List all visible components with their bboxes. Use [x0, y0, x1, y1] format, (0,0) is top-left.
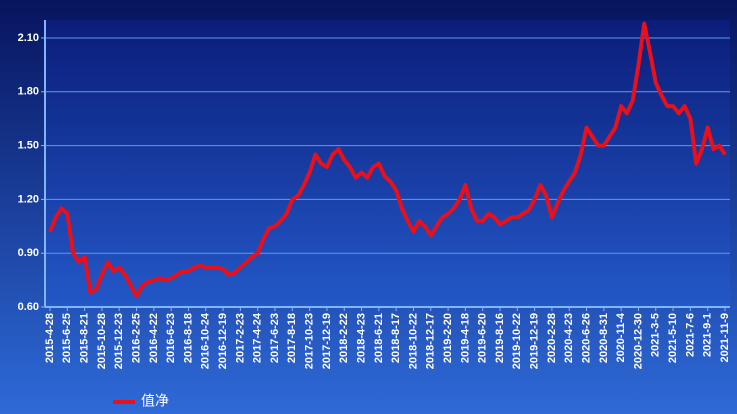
x-tick-label: 2019-10-22	[511, 313, 523, 369]
x-tick-label: 2016-10-24	[200, 312, 212, 369]
x-tick-label: 2019-12-19	[529, 313, 541, 369]
x-tick-label: 2017-2-23	[234, 313, 246, 363]
x-tick-label: 2018-6-21	[373, 313, 385, 363]
x-tick-label: 2020-12-30	[632, 313, 644, 369]
x-tick-label: 2016-2-25	[130, 313, 142, 363]
x-tick-label: 2015-4-28	[44, 313, 56, 363]
x-tick-label: 2021-11-9	[719, 313, 731, 363]
x-tick-label: 2018-8-17	[390, 313, 402, 363]
x-tick-label: 2016-12-19	[217, 313, 229, 369]
x-tick-label: 2020-4-23	[563, 313, 575, 363]
x-tick-label: 2017-4-24	[252, 312, 264, 363]
y-tick-label: 0.90	[18, 247, 39, 259]
x-tick-label: 2017-8-18	[286, 313, 298, 363]
x-tick-label: 2018-12-17	[425, 313, 437, 369]
x-tick-label: 2018-2-22	[338, 313, 350, 363]
x-tick-label: 2015-8-21	[79, 313, 91, 363]
x-tick-label: 2018-10-22	[407, 313, 419, 369]
y-tick-label: 2.10	[18, 32, 39, 44]
x-tick-label: 2015-12-23	[113, 313, 125, 369]
x-tick-label: 2020-11-4	[615, 312, 627, 362]
x-tick-label: 2019-4-18	[459, 313, 471, 363]
legend-label: 值净	[141, 393, 169, 409]
line-series	[48, 21, 727, 299]
x-tick-label: 2017-12-19	[321, 313, 333, 369]
x-tick-label: 2015-10-28	[96, 313, 108, 369]
x-tick-label: 2021-5-10	[667, 313, 679, 363]
x-tick-label: 2020-8-31	[598, 313, 610, 363]
y-tick-label: 0.60	[18, 301, 39, 313]
x-tick-label: 2019-8-16	[494, 313, 506, 363]
y-tick-label: 1.20	[18, 193, 39, 205]
x-tick-label: 2021-3-5	[650, 313, 662, 357]
x-tick-label: 2021-9-1	[702, 313, 714, 357]
x-tick-label: 2020-6-26	[580, 313, 592, 363]
x-tick-label: 2016-6-23	[165, 313, 177, 363]
x-tick-label: 2017-6-23	[269, 313, 281, 363]
x-tick-label: 2016-4-22	[148, 313, 160, 363]
x-tick-label: 2021-7-6	[684, 313, 696, 357]
plot-area	[45, 20, 730, 307]
y-tick-label: 1.50	[18, 139, 39, 151]
x-tick-label: 2017-10-23	[304, 313, 316, 369]
x-tick-label: 2016-8-18	[182, 313, 194, 363]
y-tick-label: 1.80	[18, 86, 39, 98]
x-tick-label: 2020-2-28	[546, 313, 558, 363]
x-tick-label: 2019-6-20	[477, 313, 489, 363]
x-tick-label: 2018-4-23	[355, 313, 367, 363]
x-tick-label: 2019-2-20	[442, 313, 454, 363]
x-tick-label: 2015-6-25	[61, 313, 73, 363]
